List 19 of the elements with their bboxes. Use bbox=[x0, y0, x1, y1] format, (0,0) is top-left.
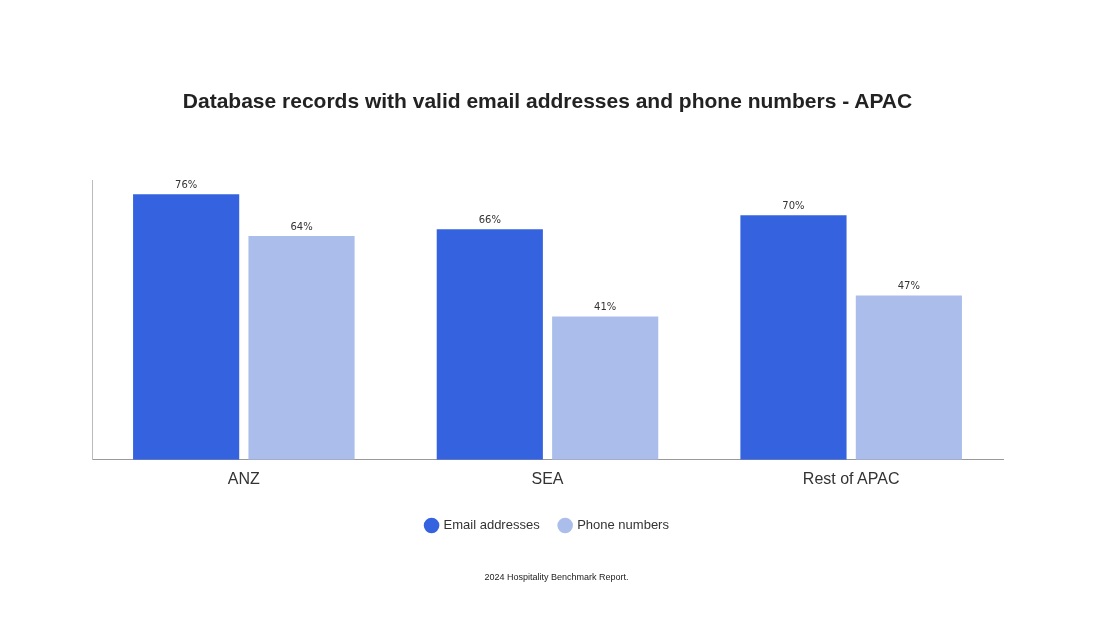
x-tick-label: SEA bbox=[531, 469, 564, 487]
bar bbox=[248, 236, 355, 460]
bar bbox=[436, 229, 543, 460]
data-label: 41% bbox=[594, 301, 617, 313]
bar bbox=[133, 194, 240, 460]
bar bbox=[740, 215, 847, 460]
legend-label: Phone numbers bbox=[577, 517, 670, 533]
legend-label: Email addresses bbox=[443, 517, 541, 533]
data-label: 47% bbox=[897, 280, 920, 292]
data-label: 70% bbox=[782, 199, 805, 211]
bar bbox=[855, 295, 962, 460]
x-tick-label: Rest of APAC bbox=[802, 469, 900, 487]
text: 2024 Hospitality Benchmark Report. bbox=[484, 571, 629, 582]
data-label: 66% bbox=[478, 213, 501, 225]
x-tick-label: ANZ bbox=[227, 469, 261, 487]
data-label: 64% bbox=[290, 220, 313, 232]
data-label: 76% bbox=[175, 178, 198, 190]
bar bbox=[552, 316, 659, 460]
chart-title: Database records with valid email addresses and phone numbers - APAC bbox=[182, 89, 913, 113]
